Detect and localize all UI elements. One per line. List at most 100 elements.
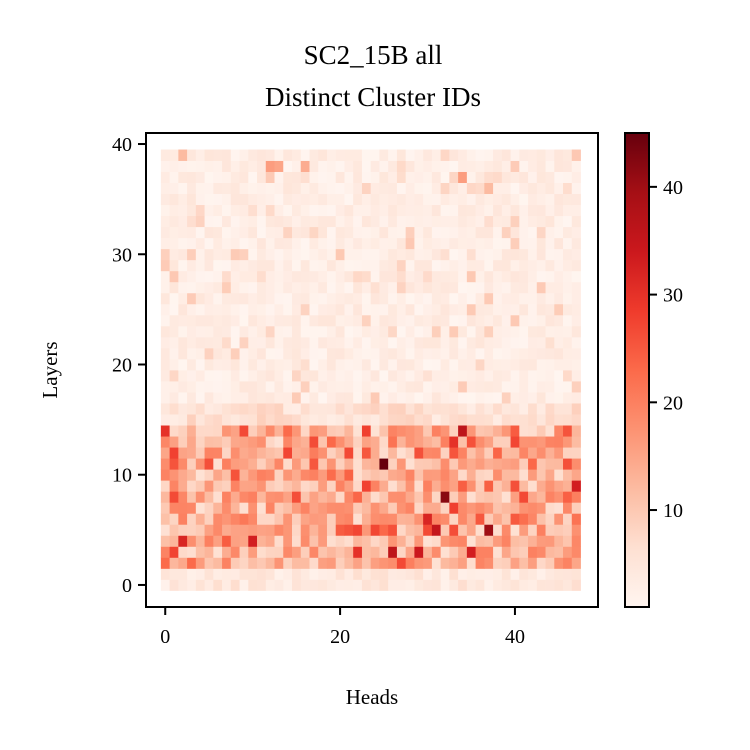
heatmap-cell: [274, 281, 284, 294]
heatmap-cell: [493, 336, 503, 349]
heatmap-cell: [239, 182, 249, 195]
heatmap-cell: [545, 469, 555, 481]
heatmap-cell: [318, 414, 328, 426]
heatmap-cell: [318, 259, 328, 272]
heatmap-cell: [370, 546, 380, 558]
heatmap-cell: [431, 535, 442, 547]
heatmap-cell: [493, 557, 503, 569]
heatmap-cell: [160, 237, 170, 250]
heatmap-cell: [563, 204, 573, 217]
heatmap-cell: [405, 171, 415, 183]
heatmap-cell: [475, 392, 485, 404]
heatmap-cell: [563, 513, 573, 525]
heatmap-cell: [396, 347, 407, 360]
heatmap-cell: [169, 171, 179, 183]
heatmap-cell: [414, 193, 424, 206]
heatmap-cell: [414, 546, 424, 558]
heatmap-cell: [405, 425, 415, 437]
heatmap-cell: [554, 204, 564, 217]
heatmap-cell: [405, 381, 415, 393]
heatmap-cell: [222, 204, 232, 217]
heatmap-cell: [475, 171, 485, 183]
heatmap-cell: [431, 392, 442, 404]
heatmap-cell: [178, 491, 188, 503]
heatmap-cell: [388, 381, 398, 393]
heatmap-cell: [475, 292, 485, 305]
heatmap-cell: [300, 425, 310, 437]
heatmap-cell: [484, 557, 494, 569]
heatmap-cell: [431, 403, 442, 415]
heatmap-cell: [379, 392, 389, 404]
x-axis-ticks: 0 20 40: [160, 607, 525, 648]
heatmap-cell: [563, 568, 573, 580]
heatmap-cell: [510, 425, 520, 437]
heatmap-cell: [178, 480, 188, 492]
heatmap-cell: [484, 149, 494, 161]
heatmap-cell: [423, 491, 433, 503]
heatmap-cell: [510, 436, 520, 448]
heatmap-cell: [283, 502, 293, 514]
heatmap-cell: [239, 579, 249, 591]
heatmap-cell: [335, 403, 345, 415]
heatmap-cell: [318, 403, 328, 415]
heatmap-cell: [493, 171, 503, 183]
heatmap-cell: [335, 436, 345, 448]
heatmap-cell: [475, 347, 485, 360]
heatmap-cell: [528, 403, 538, 415]
heatmap-cell: [466, 425, 476, 437]
heatmap-cell: [396, 270, 407, 283]
heatmap-cell: [484, 303, 494, 316]
heatmap-cell: [204, 303, 214, 316]
heatmap-cell: [187, 347, 197, 360]
heatmap-cell: [292, 403, 302, 415]
heatmap-cell: [379, 579, 389, 591]
heatmap-cell: [510, 347, 520, 360]
heatmap-cell: [335, 259, 345, 272]
heatmap-cell: [388, 392, 398, 404]
heatmap-cell: [326, 336, 337, 349]
heatmap-cell: [536, 314, 546, 327]
heatmap-cell: [405, 237, 415, 250]
heatmap-cell: [169, 458, 179, 470]
heatmap-cell: [335, 215, 345, 228]
heatmap-cell: [187, 535, 197, 547]
heatmap-cell: [396, 524, 407, 536]
heatmap-cell: [484, 381, 494, 393]
heatmap-cell: [178, 314, 188, 327]
heatmap-cell: [353, 392, 363, 404]
heatmap-cell: [563, 270, 573, 283]
heatmap-cell: [501, 579, 511, 591]
heatmap-cell: [510, 182, 520, 195]
heatmap-cell: [370, 414, 380, 426]
heatmap-cell: [536, 193, 546, 206]
heatmap-cell: [265, 392, 275, 404]
heatmap-cell: [309, 336, 319, 349]
heatmap-cell: [283, 215, 293, 228]
heatmap-cell: [528, 370, 538, 382]
heatmap-cell: [449, 414, 459, 426]
heatmap-cell: [265, 381, 275, 393]
heatmap-cell: [449, 215, 459, 228]
heatmap-cell: [274, 347, 284, 360]
heatmap-cell: [353, 171, 363, 183]
heatmap-cell: [309, 193, 319, 206]
heatmap-cell: [396, 469, 407, 481]
heatmap-cell: [335, 524, 345, 536]
heatmap-cell: [528, 568, 538, 580]
heatmap-cell: [484, 259, 494, 272]
heatmap-cell: [283, 469, 293, 481]
heatmap-cell: [257, 568, 267, 580]
heatmap-cell: [353, 303, 363, 316]
heatmap-cell: [257, 425, 267, 437]
heatmap-cell: [361, 403, 372, 415]
heatmap-cell: [466, 414, 476, 426]
heatmap-cell: [405, 259, 415, 272]
heatmap-cell: [528, 414, 538, 426]
heatmap-cell: [292, 480, 302, 492]
heatmap-cell: [545, 325, 555, 338]
heatmap-cell: [379, 204, 389, 217]
heatmap-cell: [571, 336, 581, 349]
heatmap-cell: [326, 403, 337, 415]
heatmap-cell: [222, 436, 232, 448]
